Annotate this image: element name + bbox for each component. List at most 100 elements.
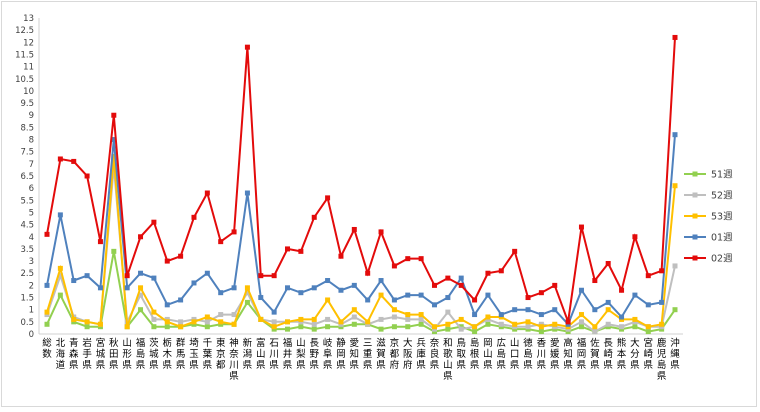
data-point [405,316,411,322]
data-point [645,329,651,335]
x-tick-label: 長野県 [309,338,319,371]
data-point [445,321,451,327]
x-tick-label: 栃木県 [162,337,172,371]
data-point [378,316,384,322]
data-point [351,314,357,320]
x-tick-label: 岡山県 [483,338,493,371]
data-point [605,261,611,267]
data-point [485,314,491,320]
data-point [431,324,437,330]
x-tick-label: 福井県 [283,337,293,371]
data-point [458,326,464,332]
data-point [378,229,384,235]
data-point [244,44,250,50]
data-point [44,309,50,315]
data-point [298,316,304,322]
x-tick-label: 茨城県 [149,337,159,371]
x-tick-label: 北海道 [56,338,66,371]
data-point [365,319,371,325]
data-point [619,287,625,293]
data-point [498,268,504,274]
x-tick-label: 東京都 [216,337,226,371]
data-point [525,324,531,330]
data-point [178,324,184,330]
x-tick-label: 千葉県 [203,338,213,371]
x-tick-label: 山形県 [122,338,132,371]
x-tick-label: 鳥取県 [456,337,466,371]
data-point [458,275,464,281]
data-point [365,297,371,303]
data-point [151,219,157,225]
data-point [338,319,344,325]
x-tick-label: 京都府 [390,337,400,371]
data-point [378,292,384,298]
legend-label: 02週 [711,253,733,265]
y-tick-label: 3 [29,257,34,267]
data-point [298,248,304,254]
y-tick-label: 11.5 [15,50,34,60]
series-02週 [44,34,678,325]
data-point [592,307,598,313]
series-line [46,37,676,323]
y-tick-label: 9 [29,111,34,121]
series-01週 [44,132,678,327]
data-point [338,287,344,293]
x-tick-label: 滋賀県 [376,337,386,371]
data-point [445,326,451,332]
data-point [418,256,424,262]
data-point [231,312,237,318]
data-point [538,312,544,318]
data-point [351,307,357,313]
data-point [164,302,170,308]
data-point [672,263,678,269]
data-point [458,282,464,288]
data-point [498,321,504,327]
x-tick-label: 富山県 [256,337,266,371]
y-tick-label: 7.5 [20,148,34,158]
data-point [325,324,331,330]
x-tick-label: 鹿児島県 [657,337,667,382]
data-point [351,321,357,327]
data-point [178,297,184,303]
y-tick-label: 4.5 [20,221,34,231]
data-point [578,319,584,325]
data-point [325,278,331,284]
y-tick-label: 10.5 [15,75,34,85]
data-point [512,248,518,254]
x-tick-label: 山口県 [510,338,520,371]
data-point [418,312,424,318]
data-point [178,253,184,259]
data-point [431,302,437,308]
x-tick-label: 総数 [42,337,52,360]
data-point [84,173,90,179]
data-point [525,307,531,313]
data-point [164,258,170,264]
y-tick-label: 1 [29,306,34,316]
data-point [659,299,665,305]
data-point [84,273,90,279]
data-point [325,297,331,303]
y-tick-label: 12 [23,38,34,48]
data-point [311,214,317,220]
data-point [151,324,157,330]
data-point [258,316,264,322]
data-point [472,329,478,335]
data-point [338,253,344,259]
data-point [351,226,357,232]
data-point [191,214,197,220]
data-point [405,324,411,330]
data-point [111,154,117,160]
data-point [458,316,464,322]
legend-label: 53週 [711,211,733,223]
x-tick-label: 新潟県 [243,337,253,371]
data-point [311,316,317,322]
y-tick-label: 10 [23,87,34,97]
data-point [57,292,63,298]
data-point [138,270,144,276]
data-point [525,295,531,301]
data-point [151,316,157,322]
data-point [391,324,397,330]
y-tick-label: 2 [29,281,34,291]
data-point [578,287,584,293]
data-point [231,285,237,291]
